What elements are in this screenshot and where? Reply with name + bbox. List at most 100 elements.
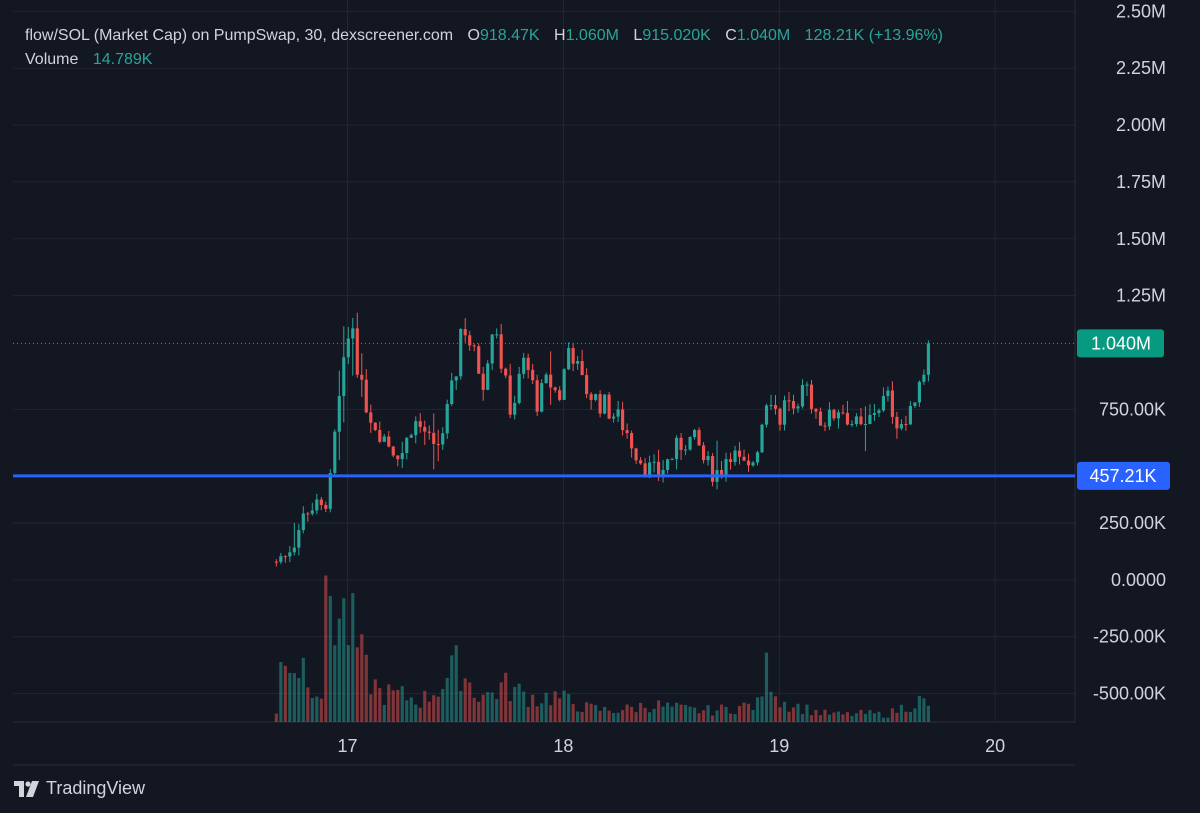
volume-bar bbox=[895, 712, 899, 722]
price-axis-panel bbox=[1075, 0, 1200, 813]
volume-bar bbox=[283, 665, 287, 722]
candle-body bbox=[877, 410, 881, 414]
candle-body bbox=[886, 390, 890, 397]
volume-bar bbox=[688, 706, 692, 722]
tradingview-branding[interactable]: TradingView bbox=[14, 778, 145, 799]
volume-bar bbox=[333, 645, 337, 722]
candle-body bbox=[391, 446, 395, 456]
volume-bar bbox=[319, 698, 323, 722]
candle-body bbox=[292, 547, 296, 553]
volume-bar bbox=[728, 713, 733, 722]
close-value: 1.040M bbox=[736, 27, 791, 44]
last-price-badge-label: 1.040M bbox=[1091, 333, 1151, 353]
candle-body bbox=[625, 430, 629, 434]
volume-bar bbox=[369, 694, 373, 722]
chart-grid bbox=[13, 0, 1075, 722]
volume-bar bbox=[328, 595, 332, 722]
volume-bar bbox=[634, 712, 638, 722]
candle-body bbox=[274, 561, 278, 563]
candle-body bbox=[540, 383, 544, 412]
volume-bar bbox=[926, 705, 930, 722]
candle-body bbox=[809, 384, 814, 409]
volume-bar bbox=[648, 712, 652, 722]
volume-bar bbox=[508, 701, 512, 722]
candle-body bbox=[517, 373, 521, 403]
candle-body bbox=[913, 402, 917, 406]
price-tick-label: 0.0000 bbox=[1111, 570, 1166, 590]
candle-body bbox=[297, 530, 301, 548]
candle-body bbox=[495, 334, 499, 336]
candle-body bbox=[522, 357, 526, 374]
candle-body bbox=[468, 335, 472, 346]
volume-bar bbox=[616, 712, 620, 722]
candle-body bbox=[369, 412, 373, 423]
candle-body bbox=[310, 510, 314, 514]
candle-body bbox=[782, 400, 787, 425]
volume-bar bbox=[553, 691, 557, 722]
candle-body bbox=[427, 431, 431, 433]
candle-body bbox=[603, 394, 607, 414]
volume-bar bbox=[787, 711, 791, 722]
volume-bar bbox=[899, 704, 903, 722]
volume-bar bbox=[562, 690, 566, 722]
volume-bar bbox=[486, 692, 490, 722]
volume-bar bbox=[454, 645, 458, 722]
volume-bar bbox=[683, 704, 688, 722]
candle-body bbox=[719, 469, 724, 475]
candle-body bbox=[868, 414, 872, 424]
candle-body bbox=[890, 390, 894, 417]
candle-body bbox=[373, 422, 377, 431]
candle-body bbox=[760, 424, 764, 453]
high-label: H bbox=[554, 27, 566, 44]
tradingview-logo-icon bbox=[14, 780, 39, 797]
candle-body bbox=[899, 424, 903, 429]
volume-bar bbox=[441, 689, 445, 722]
candle-body bbox=[679, 437, 683, 450]
volume-bar bbox=[796, 703, 800, 722]
candle-body bbox=[818, 411, 823, 426]
volume-bar bbox=[643, 707, 647, 722]
candle-body bbox=[436, 443, 440, 445]
time-tick-label: 20 bbox=[985, 736, 1005, 756]
candle-body bbox=[657, 461, 661, 476]
candle-body bbox=[706, 456, 710, 461]
time-tick-label: 19 bbox=[769, 736, 789, 756]
volume-bar bbox=[346, 645, 350, 722]
volume-bar bbox=[306, 687, 310, 722]
volume-bar bbox=[818, 715, 823, 722]
volume-bar bbox=[468, 682, 472, 722]
candle-body bbox=[288, 552, 292, 557]
price-tick-label: 1.25M bbox=[1116, 286, 1166, 306]
candle-body bbox=[472, 345, 476, 347]
volume-bar bbox=[850, 715, 854, 722]
volume-bar bbox=[809, 715, 814, 722]
volume-bar bbox=[913, 708, 917, 722]
volume-bar bbox=[531, 694, 535, 722]
volume-bar bbox=[405, 700, 409, 722]
volume-bar bbox=[674, 702, 679, 722]
volume-bar bbox=[841, 714, 845, 722]
volume-bar bbox=[908, 711, 912, 722]
candle-body bbox=[553, 387, 557, 391]
candle-body bbox=[733, 450, 737, 462]
volume-bar bbox=[769, 691, 773, 722]
volume-bar bbox=[778, 707, 782, 722]
candle-body bbox=[319, 499, 323, 505]
candle-body bbox=[670, 459, 674, 461]
volume-bar bbox=[719, 704, 724, 722]
candle-body bbox=[360, 374, 364, 380]
close-label: C bbox=[725, 27, 737, 44]
candle-body bbox=[872, 413, 877, 415]
candle-body bbox=[513, 402, 517, 415]
candle-body bbox=[535, 380, 539, 412]
last-price-badge bbox=[1077, 329, 1164, 358]
candle-body bbox=[728, 459, 733, 462]
volume-label: Volume bbox=[25, 51, 79, 68]
candle-body bbox=[827, 409, 832, 427]
volume-bar bbox=[355, 647, 359, 722]
volume-bars bbox=[274, 575, 930, 722]
candle-body bbox=[486, 363, 490, 390]
volume-bar bbox=[625, 704, 629, 722]
volume-bar bbox=[607, 710, 611, 722]
